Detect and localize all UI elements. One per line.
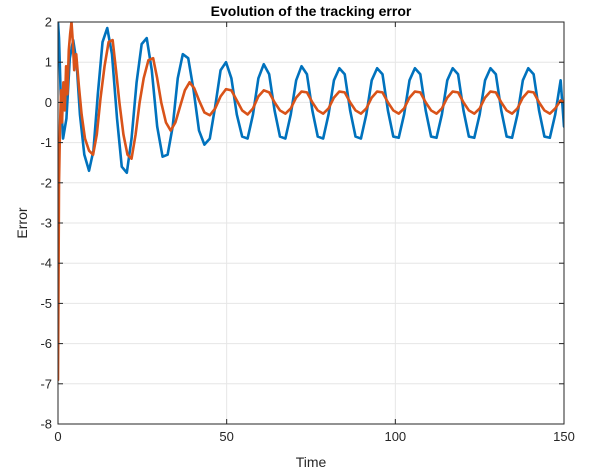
x-tick-label: 0	[54, 429, 61, 444]
y-tick-label: -6	[40, 336, 52, 351]
x-tick-label: 50	[219, 429, 233, 444]
y-tick-label: -3	[40, 216, 52, 231]
series-2-line	[58, 22, 564, 382]
x-tick-labels: 0 50 100 150	[54, 429, 574, 444]
series-1-line	[58, 22, 564, 175]
y-tick-label: -5	[40, 296, 52, 311]
x-axis-label: Time	[296, 454, 327, 470]
y-tick-labels: -8 -7 -6 -5 -4 -3 -2 -1 0 1 2	[40, 15, 52, 432]
tick-marks	[57, 21, 565, 425]
y-tick-label: -8	[40, 417, 52, 432]
y-axis-label: Error	[14, 207, 30, 238]
y-tick-label: 2	[45, 15, 52, 30]
x-tick-label: 100	[384, 429, 406, 444]
y-tick-label: -2	[40, 175, 52, 190]
y-tick-label: -4	[40, 256, 52, 271]
y-tick-label: 1	[45, 55, 52, 70]
chart-title: Evolution of the tracking error	[211, 3, 412, 19]
x-tick-label: 150	[553, 429, 575, 444]
series-layer	[58, 22, 564, 382]
y-tick-label: 0	[45, 95, 52, 110]
y-tick-label: -1	[40, 135, 52, 150]
y-tick-label: -7	[40, 376, 52, 391]
